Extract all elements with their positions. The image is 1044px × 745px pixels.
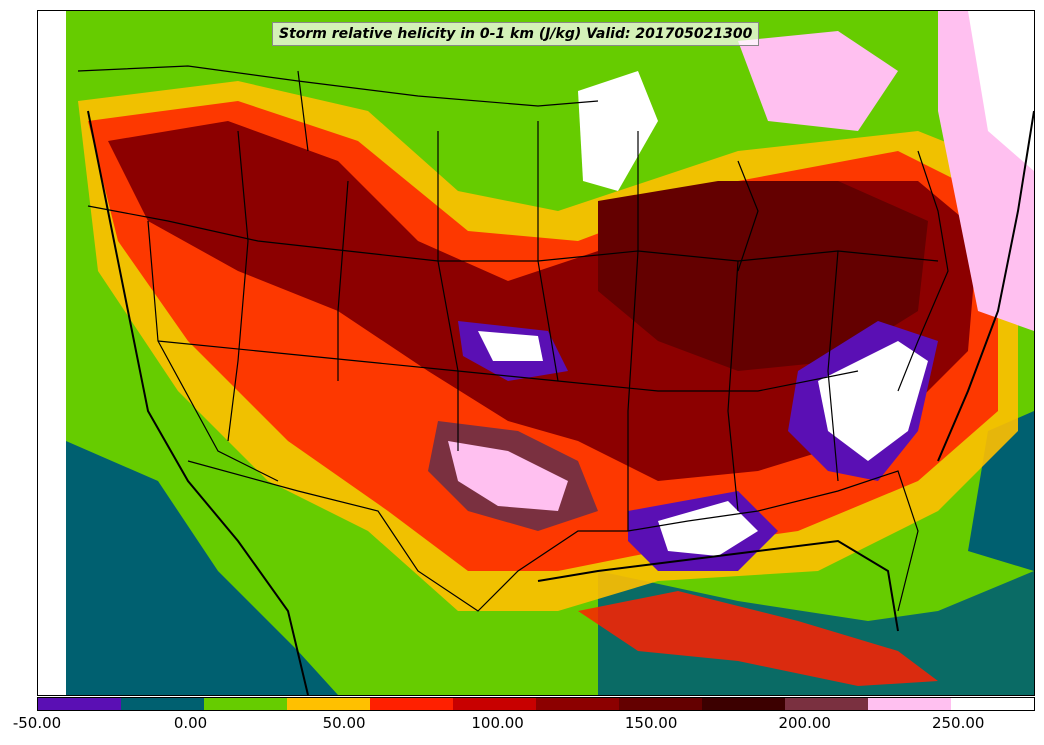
colorbar-segment: [785, 698, 868, 710]
colorbar-tick-label: 250.00: [931, 714, 985, 732]
colorbar-tick-label: 0.00: [173, 714, 208, 732]
colorbar-segment: [619, 698, 702, 710]
field-teal-atlantic: [968, 411, 1034, 571]
map-panel: [37, 10, 1035, 696]
colorbar-segment: [702, 698, 785, 710]
no-data-left-strip: [38, 11, 66, 695]
colorbar-tick-labels: -50.00 0.00 50.00 100.00 150.00 200.00 250.00: [0, 714, 1044, 736]
colorbar-segment: [38, 698, 121, 710]
field-white-kansas: [478, 331, 543, 361]
colorbar-tick-label: 100.00: [471, 714, 524, 732]
field-maroon-greatlakes: [598, 181, 928, 371]
field-white-carolinas: [818, 341, 928, 461]
colorbar-tick-label: 200.00: [778, 714, 831, 732]
colorbar-segment: [121, 698, 204, 710]
field-white-northeast: [968, 11, 1034, 171]
helicity-field-map: [38, 11, 1034, 695]
map-title: Storm relative helicity in 0-1 km (J/kg)…: [272, 22, 760, 46]
field-pink-texas: [448, 441, 568, 511]
colorbar-segment: [868, 698, 951, 710]
colorbar-segment: [204, 698, 287, 710]
colorbar-segment: [370, 698, 453, 710]
field-red-gulf-swirl: [578, 591, 938, 686]
colorbar-segment: [536, 698, 619, 710]
field-pink-canada: [738, 31, 898, 131]
colorbar-segment: [287, 698, 370, 710]
colorbar-segment: [453, 698, 536, 710]
colorbar-tick-label: 50.00: [322, 714, 366, 732]
field-teal-pacific: [66, 441, 338, 695]
colorbar-tick-label: -50.00: [12, 714, 62, 732]
colorbar-segment: [951, 698, 1034, 710]
state-borders: [77, 65, 949, 612]
colorbar-tick-label: 150.00: [624, 714, 678, 732]
colorbar: [37, 697, 1035, 711]
coastline-outline: [87, 110, 1034, 695]
